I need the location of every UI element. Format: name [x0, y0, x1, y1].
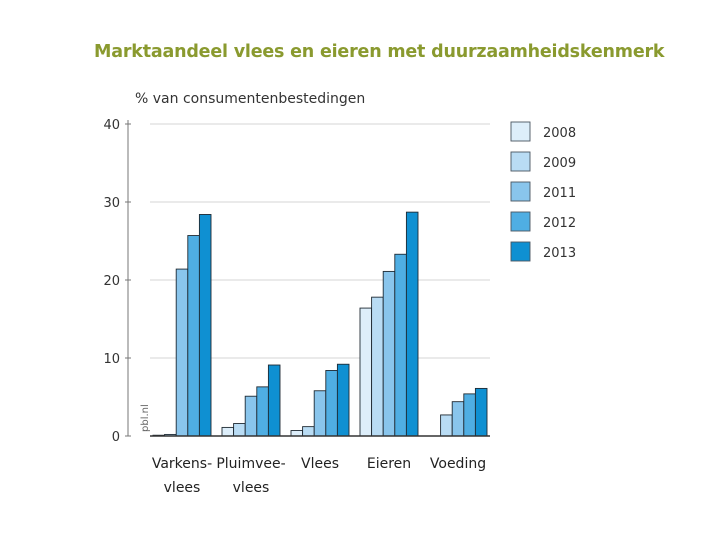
bar	[440, 414, 453, 437]
bars	[152, 211, 488, 437]
watermark: pbl.nl	[140, 404, 151, 432]
bar	[382, 270, 396, 437]
x-category-label: Eieren	[367, 456, 411, 472]
bar	[359, 307, 373, 437]
bar	[267, 364, 281, 437]
legend-label: 2008	[543, 126, 576, 141]
bar	[187, 235, 200, 437]
bar	[451, 401, 465, 437]
bar	[302, 426, 315, 437]
bar	[394, 253, 407, 437]
legend-label: 2012	[543, 216, 576, 231]
legend-label: 2013	[543, 246, 576, 261]
chart-title: Marktaandeel vlees en eieren met duurzaa…	[94, 42, 665, 62]
bar	[336, 363, 350, 437]
bar	[325, 370, 338, 437]
y-tick-label: 10	[103, 352, 120, 367]
bar	[313, 390, 327, 437]
legend-swatch	[510, 181, 531, 202]
bar	[256, 386, 269, 437]
y-tick-label: 20	[103, 274, 120, 289]
legend-label: 2009	[543, 156, 576, 171]
bar	[198, 214, 212, 437]
legend-swatch	[510, 121, 531, 142]
y-tick-label: 40	[103, 118, 120, 133]
x-category-label: Varkens-	[152, 456, 212, 472]
x-category-label: Voeding	[430, 456, 486, 472]
legend-swatch	[510, 211, 531, 232]
bar	[175, 268, 189, 437]
x-category-label: vlees	[233, 480, 270, 496]
legend-label: 2011	[543, 186, 576, 201]
legend: 2008 2009 2011 2012 2013	[510, 121, 576, 262]
y-tick-label: 0	[112, 430, 120, 445]
bar	[221, 426, 235, 437]
bar	[371, 296, 384, 437]
axes: 0 10 20 30 40 Varkens-vlees Pluimvee-vlees Vlee…	[103, 118, 490, 496]
bar	[233, 423, 246, 437]
legend-swatch	[510, 241, 531, 262]
bar	[244, 395, 258, 437]
x-category-label: Pluimvee-	[216, 456, 285, 472]
legend-swatch	[510, 151, 531, 172]
bar	[474, 387, 488, 437]
bar	[290, 430, 304, 437]
y-axis-label: % van consumentenbestedingen	[135, 91, 366, 107]
bar	[463, 393, 476, 437]
bar	[405, 211, 419, 437]
y-tick-label: 30	[103, 196, 120, 211]
x-category-label: Vlees	[301, 456, 339, 472]
x-category-label: vlees	[164, 480, 201, 496]
